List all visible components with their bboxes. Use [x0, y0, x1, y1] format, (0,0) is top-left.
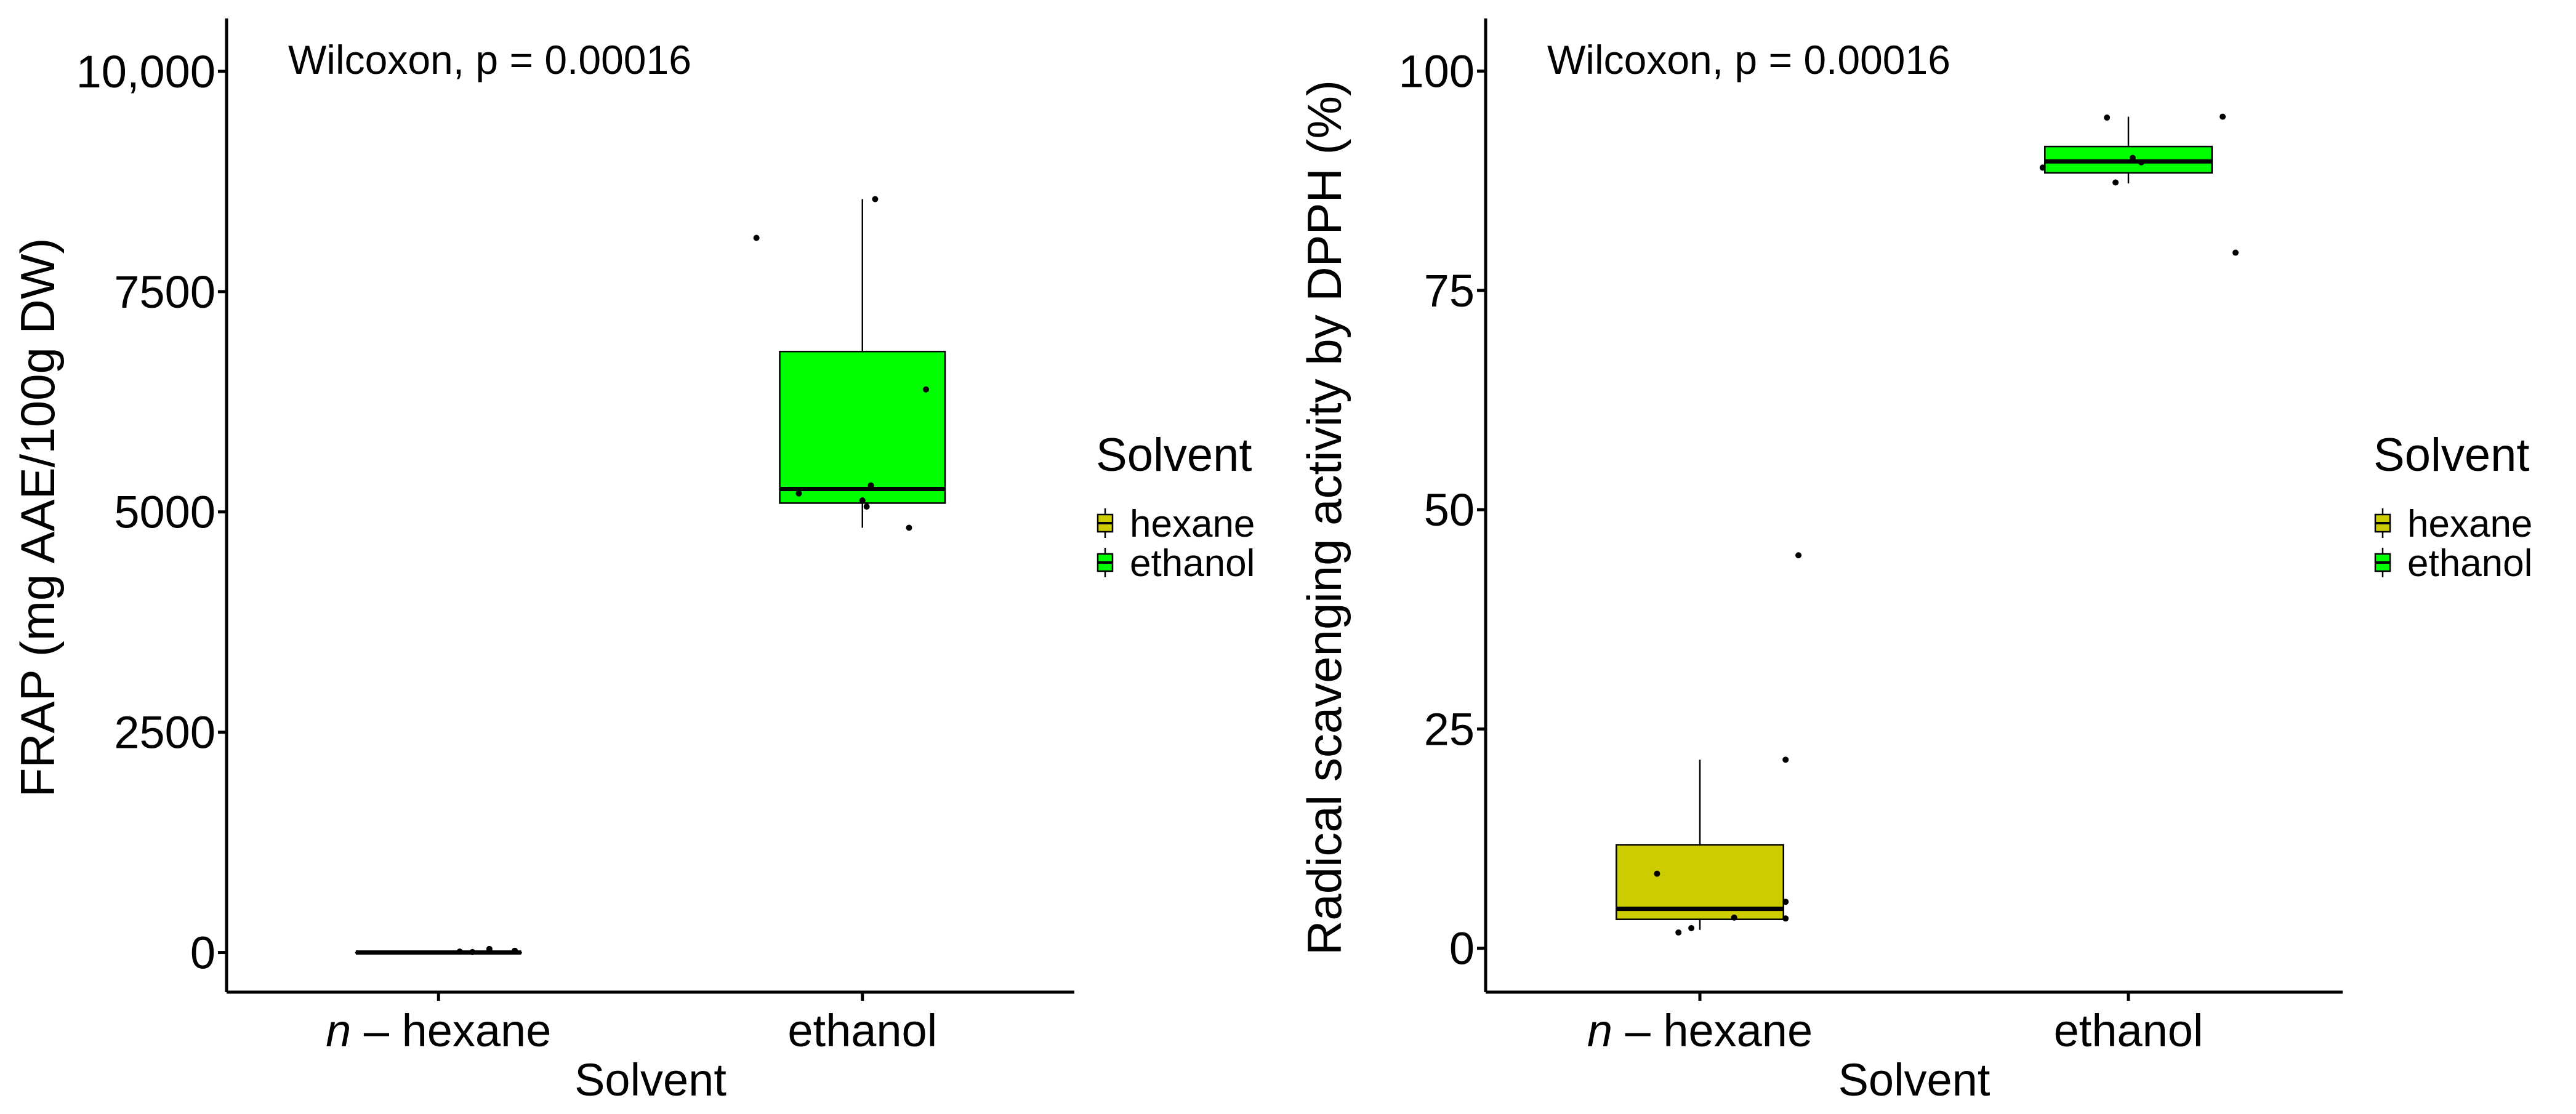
stat-annotation: Wilcoxon, p = 0.00016: [1547, 37, 1950, 82]
x-tick-label: n – hexane: [1587, 1005, 1813, 1056]
data-point: [863, 503, 870, 510]
legend-label: hexane: [2407, 503, 2532, 545]
y-tick-label: 5000: [114, 487, 215, 538]
data-point: [456, 948, 463, 955]
data-point: [753, 234, 760, 241]
data-point: [469, 948, 476, 955]
data-point: [486, 945, 493, 952]
y-tick-label: 100: [1399, 46, 1475, 97]
y-tick-label: 0: [190, 928, 215, 979]
data-point: [1782, 756, 1789, 763]
x-tick-label: ethanol: [787, 1005, 937, 1056]
y-tick-label: 75: [1424, 265, 1475, 316]
data-point: [1782, 915, 1789, 922]
data-point: [1688, 924, 1695, 931]
legend-key-ethanol: [1097, 548, 1114, 577]
x-tick-label-italic: n: [1587, 1005, 1612, 1056]
x-axis-title: Solvent: [1838, 1054, 1990, 1105]
data-point: [512, 947, 518, 954]
data-point: [1795, 552, 1802, 559]
data-point: [867, 482, 874, 489]
legend-label: ethanol: [2407, 542, 2532, 585]
data-point: [2220, 113, 2226, 120]
data-point: [2104, 114, 2111, 121]
chart-panel-2: 0 25 50 75 100 n – hexane ethanol Solvent Radica…: [1297, 18, 2532, 1105]
data-point: [906, 524, 912, 531]
legend-title: Solvent: [1096, 429, 1252, 481]
x-tick-label: n – hexane: [326, 1005, 551, 1056]
y-tick-label: 50: [1424, 484, 1475, 535]
box-hexane: [355, 945, 522, 955]
box-ethanol: [2039, 113, 2239, 256]
data-point: [1654, 870, 1660, 877]
legend-key-ethanol: [2374, 548, 2391, 577]
data-point: [2112, 179, 2119, 186]
data-point: [1675, 929, 1682, 936]
data-point: [1782, 899, 1789, 905]
y-axis-title: Radical scavenging activity by DPPH (%): [1297, 80, 1351, 955]
x-tick-label-text: ethanol: [2054, 1005, 2204, 1056]
legend-label: ethanol: [1130, 542, 1255, 585]
y-tick-label: 2500: [114, 707, 215, 758]
y-tick-label: 10,000: [76, 46, 215, 97]
x-tick-label-text: – hexane: [351, 1005, 551, 1056]
box-ethanol: [753, 196, 946, 531]
data-point: [872, 196, 879, 202]
legend-title: Solvent: [2373, 429, 2530, 481]
x-tick-label-italic: n: [326, 1005, 351, 1056]
data-point: [2129, 154, 2136, 161]
legend-label: hexane: [1130, 503, 1255, 545]
legend-key-hexane: [2374, 508, 2391, 538]
x-tick-label-text: – hexane: [1612, 1005, 1813, 1056]
stat-annotation: Wilcoxon, p = 0.00016: [288, 37, 691, 82]
data-point: [859, 497, 866, 504]
x-tick-label-text: ethanol: [787, 1005, 937, 1056]
y-tick-label: 25: [1424, 703, 1475, 755]
y-axis-title: FRAP (mg AAE/100g DW): [10, 238, 65, 798]
y-tick-label: 7500: [114, 266, 215, 318]
x-tick-label: ethanol: [2054, 1005, 2204, 1056]
data-point: [1731, 914, 1737, 921]
legend-key-hexane: [1097, 508, 1114, 538]
x-axis-title: Solvent: [574, 1054, 727, 1105]
data-point: [795, 490, 802, 497]
y-tick-label: 0: [1449, 923, 1475, 974]
box-iqr: [779, 350, 946, 504]
box-hexane: [1616, 552, 1802, 936]
data-point: [923, 386, 930, 393]
data-point: [2138, 159, 2144, 166]
data-point: [2039, 164, 2046, 171]
data-point: [2232, 249, 2239, 256]
